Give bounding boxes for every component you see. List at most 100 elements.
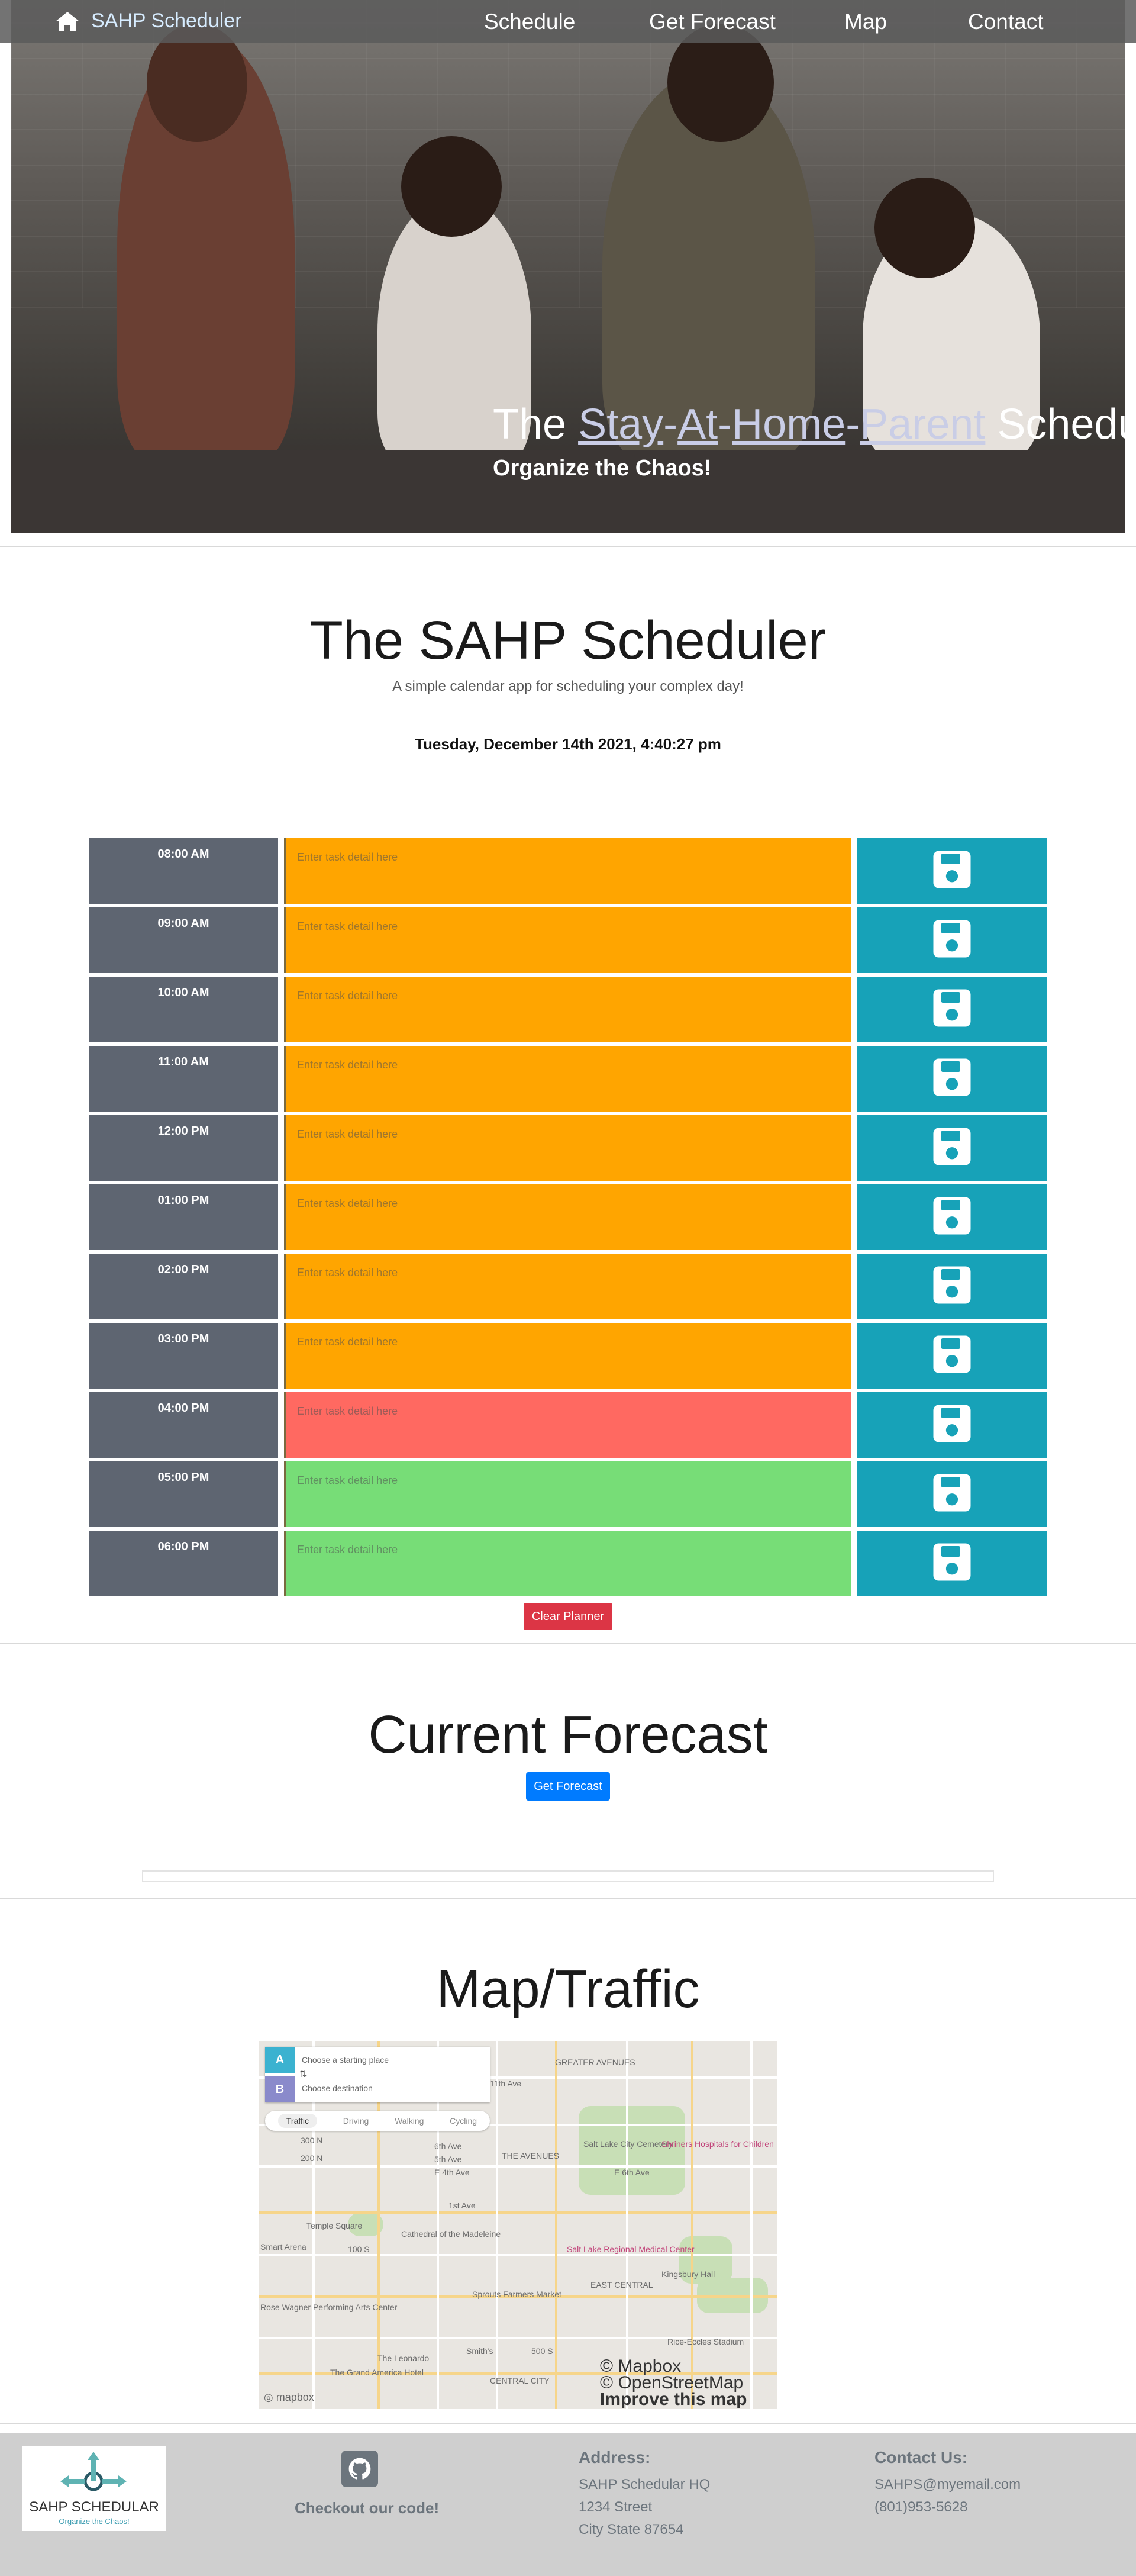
save-button[interactable] [857, 1461, 1047, 1527]
task-input[interactable]: Enter task detail here [284, 1046, 851, 1112]
time-block-row: 05:00 PM Enter task detail here [89, 1461, 1047, 1531]
save-button[interactable] [857, 1254, 1047, 1319]
save-button[interactable] [857, 838, 1047, 904]
floppy-disk-icon [931, 1056, 973, 1102]
save-button[interactable] [857, 1115, 1047, 1181]
section-divider [0, 546, 1136, 547]
mapbox-logo-icon[interactable]: ◎ mapbox [264, 2391, 314, 2403]
osm-attribution[interactable]: © OpenStreetMap [600, 2373, 744, 2393]
reverse-arrows-icon[interactable]: ⇅ [299, 2069, 308, 2079]
hero-title-word-home: Home [732, 401, 846, 448]
address-line: City State 87654 [579, 2522, 684, 2538]
brand-link[interactable]: SAHP Scheduler [54, 9, 242, 33]
map-label: Rice-Eccles Stadium [667, 2337, 744, 2346]
hero-title-dash: - [663, 401, 678, 448]
contact-email[interactable]: SAHPS@myemail.com [874, 2477, 1021, 2493]
directions-panel: A B Choose a starting place ⇅ Choose des… [265, 2047, 490, 2102]
save-button[interactable] [857, 1531, 1047, 1596]
map-label: E 4th Ave [434, 2168, 470, 2177]
origin-marker: A [265, 2047, 295, 2073]
map-road [750, 2041, 753, 2409]
map-road [259, 2337, 777, 2339]
save-button[interactable] [857, 977, 1047, 1042]
mode-driving[interactable]: Driving [343, 2116, 369, 2126]
section-divider [0, 2423, 1136, 2424]
hero-title: The Stay-At-Home-Parent Scheduler [493, 400, 1125, 449]
contact-phone[interactable]: (801)953-5628 [874, 2499, 968, 2515]
destination-input[interactable]: Choose destination [302, 2084, 373, 2093]
nav-map[interactable]: Map [844, 9, 887, 34]
map-label: Cathedral of the Madeleine [401, 2229, 501, 2239]
scheduler-title: The SAHP Scheduler [309, 610, 827, 671]
hero-title-word-parent: Parent [860, 401, 986, 448]
save-button[interactable] [857, 1323, 1047, 1389]
hero-banner: The Stay-At-Home-Parent Scheduler Organi… [11, 0, 1125, 533]
mapbox-attribution[interactable]: © Mapbox [600, 2356, 682, 2376]
mode-walking[interactable]: Walking [395, 2116, 424, 2126]
nav-get-forecast[interactable]: Get Forecast [649, 9, 776, 34]
time-block-row: 03:00 PM Enter task detail here [89, 1323, 1047, 1392]
map-label: Smart Arena [260, 2242, 306, 2252]
time-block-row: 06:00 PM Enter task detail here [89, 1531, 1047, 1600]
get-forecast-button[interactable]: Get Forecast [526, 1772, 610, 1801]
map-road [259, 2076, 777, 2079]
map-park [679, 2236, 732, 2284]
map-label: 300 N [301, 2136, 323, 2145]
hour-label: 09:00 AM [89, 907, 278, 973]
map-label: CENTRAL CITY [490, 2376, 550, 2385]
checkout-code-link[interactable]: Checkout our code! [295, 2499, 440, 2517]
logo-tagline: Organize the Chaos! [59, 2517, 130, 2526]
map-label: EAST CENTRAL [590, 2280, 653, 2290]
origin-input[interactable]: Choose a starting place [302, 2055, 389, 2065]
map-label: GREATER AVENUES [555, 2057, 635, 2067]
task-input[interactable]: Enter task detail here [284, 1254, 851, 1319]
nav-schedule[interactable]: Schedule [484, 9, 576, 34]
save-button[interactable] [857, 1046, 1047, 1112]
address-line: SAHP Schedular HQ [579, 2477, 711, 2493]
floppy-disk-icon [931, 848, 973, 894]
map-label: Kingsbury Hall [661, 2269, 715, 2279]
floppy-disk-icon [931, 1471, 973, 1517]
task-input[interactable]: Enter task detail here [284, 1392, 851, 1458]
hour-label: 10:00 AM [89, 977, 278, 1042]
hero-title-dash: - [718, 401, 732, 448]
map-road-major [259, 2295, 777, 2298]
github-icon[interactable] [341, 2451, 378, 2487]
time-block-row: 08:00 AM Enter task detail here [89, 838, 1047, 907]
map-road-major [259, 2211, 777, 2214]
time-block-row: 11:00 AM Enter task detail here [89, 1046, 1047, 1115]
map-label: THE AVENUES [502, 2151, 559, 2160]
map-label: Temple Square [306, 2221, 363, 2230]
hero-title-word-stay: Stay [578, 401, 664, 448]
save-button[interactable] [857, 1184, 1047, 1250]
task-input[interactable]: Enter task detail here [284, 1531, 851, 1596]
mode-traffic[interactable]: Traffic [277, 2114, 317, 2128]
hero-title-text: Scheduler [997, 401, 1125, 448]
task-input[interactable]: Enter task detail here [284, 977, 851, 1042]
task-input[interactable]: Enter task detail here [284, 1461, 851, 1527]
travel-mode-bar: Traffic Driving Walking Cycling [265, 2111, 490, 2131]
map-label: 200 N [301, 2153, 323, 2163]
mode-cycling[interactable]: Cycling [450, 2116, 477, 2126]
map-label: Salt Lake City Cemetery [583, 2139, 673, 2149]
clear-planner-button[interactable]: Clear Planner [524, 1603, 612, 1630]
navbar: SAHP Scheduler Schedule Get Forecast Map… [0, 0, 1136, 43]
hero-photo-head [874, 178, 975, 278]
time-block-row: 12:00 PM Enter task detail here [89, 1115, 1047, 1184]
save-button[interactable] [857, 1392, 1047, 1458]
brand-name: SAHP Scheduler [91, 9, 242, 32]
task-input[interactable]: Enter task detail here [284, 1115, 851, 1181]
nav-contact[interactable]: Contact [968, 9, 1044, 34]
task-input[interactable]: Enter task detail here [284, 907, 851, 973]
traffic-map[interactable]: GREATER AVENUES 11th Ave THE AVENUES Sal… [259, 2041, 777, 2409]
map-label: 6th Ave [434, 2142, 462, 2151]
address-heading: Address: [579, 2448, 651, 2466]
logo-arrows-icon [60, 2452, 127, 2491]
task-input[interactable]: Enter task detail here [284, 1323, 851, 1389]
map-label: 500 S [531, 2346, 553, 2356]
task-input[interactable]: Enter task detail here [284, 1184, 851, 1250]
improve-map-link[interactable]: Improve this map [600, 2390, 747, 2409]
save-button[interactable] [857, 907, 1047, 973]
task-input[interactable]: Enter task detail here [284, 838, 851, 904]
hour-label: 08:00 AM [89, 838, 278, 904]
